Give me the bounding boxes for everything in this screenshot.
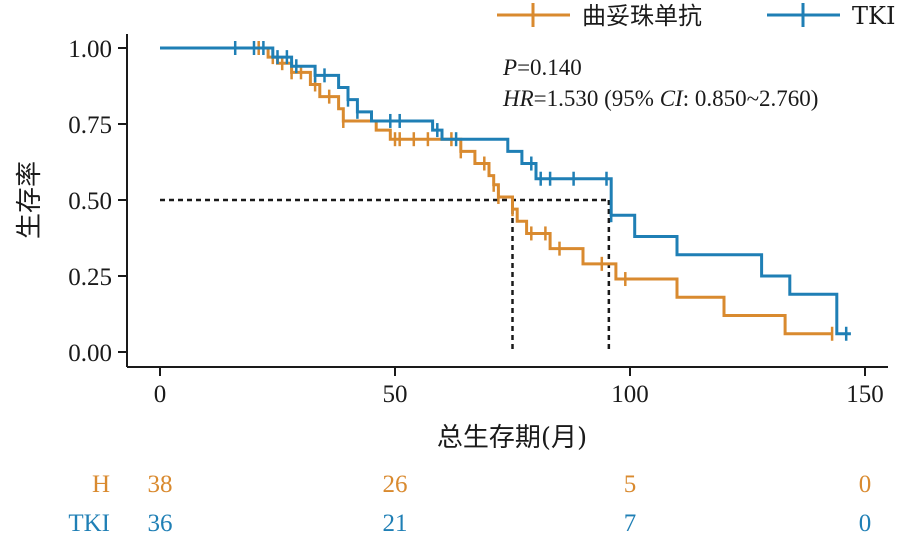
p-value-text: P=0.140 xyxy=(502,55,582,80)
x-tick-label: 0 xyxy=(154,381,167,408)
risk-count: 0 xyxy=(859,510,872,535)
risk-count: 5 xyxy=(624,471,637,498)
hr-label: HR xyxy=(502,86,534,111)
risk-count: 26 xyxy=(383,471,408,498)
x-axis: 0 50 100 150 xyxy=(127,366,888,408)
median-reference-lines xyxy=(160,198,611,352)
y-axis-title: 生存率 xyxy=(15,161,45,239)
risk-table: H 38 26 5 0 TKI 36 21 7 0 xyxy=(68,471,871,535)
x-axis-title: 总生存期(月) xyxy=(437,423,587,453)
risk-count: 7 xyxy=(624,510,637,535)
hr-value: =1.530 (95% xyxy=(534,86,660,111)
survival-curve-line xyxy=(160,46,851,336)
y-tick-label: 0.50 xyxy=(68,188,112,215)
ci-value: : 0.850~2.760) xyxy=(683,86,819,111)
risk-row-label: TKI xyxy=(68,510,110,535)
risk-count: 0 xyxy=(859,471,872,498)
x-tick-label: 100 xyxy=(611,381,649,408)
risk-count: 21 xyxy=(383,510,408,535)
risk-count: 36 xyxy=(148,510,173,535)
survival-curve-line xyxy=(160,46,833,336)
x-tick-label: 50 xyxy=(383,381,408,408)
x-ticks: 0 50 100 150 xyxy=(154,367,884,408)
survival-curves xyxy=(160,41,851,341)
y-tick-label: 0.75 xyxy=(68,112,112,139)
legend-item-trastuzumab: 曲妥珠单抗 xyxy=(497,2,702,30)
p-value: =0.140 xyxy=(517,55,582,80)
legend-label-tki: TKI xyxy=(852,2,895,30)
ci-label: CI xyxy=(660,86,684,111)
legend-label-trastuzumab: 曲妥珠单抗 xyxy=(582,2,702,30)
y-tick-label: 0.25 xyxy=(68,264,112,291)
stats-annotation: P=0.140 HR=1.530 (95% CI: 0.850~2.760) xyxy=(502,55,818,111)
y-tick-label: 0.00 xyxy=(68,340,112,367)
y-axis: 0.00 0.25 0.50 0.75 1.00 xyxy=(68,34,128,367)
y-ticks: 0.00 0.25 0.50 0.75 1.00 xyxy=(68,36,127,367)
risk-row-label: H xyxy=(92,471,110,498)
legend-item-tki: TKI xyxy=(767,2,895,30)
hazard-ratio-text: HR=1.530 (95% CI: 0.850~2.760) xyxy=(502,86,818,111)
legend: 曲妥珠单抗 TKI xyxy=(497,2,895,30)
p-label: P xyxy=(502,55,517,80)
risk-count: 38 xyxy=(148,471,173,498)
y-tick-label: 1.00 xyxy=(68,36,112,63)
x-tick-label: 150 xyxy=(846,381,884,408)
series-tki xyxy=(160,41,851,341)
